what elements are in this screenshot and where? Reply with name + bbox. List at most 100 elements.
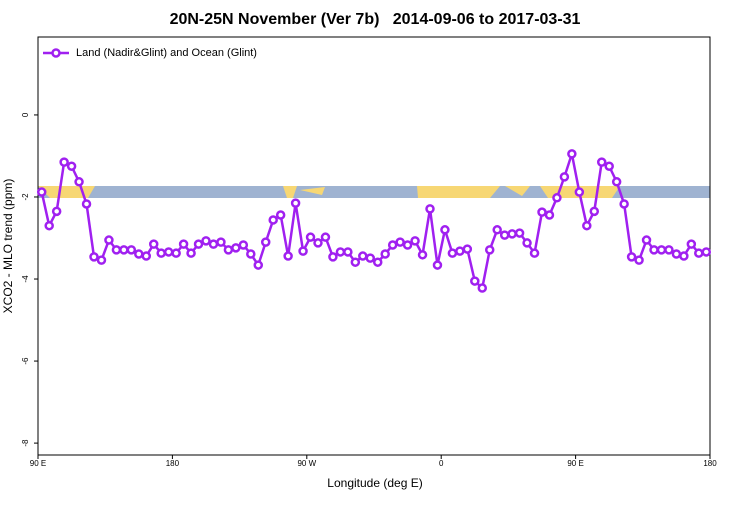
data-point	[514, 228, 525, 238]
data-point	[701, 247, 712, 257]
data-point	[440, 225, 450, 235]
data-point	[380, 249, 390, 259]
data-point	[260, 237, 271, 247]
data-point	[477, 283, 488, 293]
data-point	[619, 199, 629, 209]
data-point	[649, 245, 659, 255]
data-point	[74, 177, 84, 187]
data-point	[208, 239, 219, 249]
data-point	[66, 161, 77, 171]
data-point	[559, 172, 570, 182]
data-point	[537, 207, 547, 217]
data-point	[328, 252, 338, 262]
data-point	[455, 246, 465, 256]
data-point	[231, 243, 241, 253]
plot-frame	[37, 36, 711, 456]
data-point	[567, 149, 577, 159]
data-point	[574, 187, 585, 197]
data-point	[186, 248, 196, 258]
data-point	[171, 248, 181, 258]
data-point	[664, 245, 674, 255]
y-tick-label: -8	[21, 439, 30, 447]
data-point	[216, 237, 226, 247]
data-point	[253, 260, 264, 270]
data-point	[246, 249, 256, 259]
data-point	[656, 245, 667, 255]
data-point	[350, 257, 361, 267]
data-point	[694, 248, 704, 258]
data-point	[410, 236, 420, 246]
y-tick-label: 0	[21, 112, 30, 117]
map-strip	[38, 186, 710, 198]
data-point	[432, 260, 443, 270]
data-point	[626, 252, 637, 262]
data-point	[96, 255, 107, 265]
data-point	[36, 187, 47, 197]
data-point	[582, 220, 592, 231]
data-point	[589, 206, 600, 217]
data-point	[148, 239, 159, 249]
data-point	[484, 245, 495, 255]
data-point	[372, 257, 383, 267]
data-point	[425, 204, 435, 214]
data-point	[358, 251, 368, 261]
data-point	[81, 199, 92, 209]
data-point	[126, 245, 137, 255]
data-point	[104, 235, 114, 245]
data-point	[544, 210, 555, 220]
data-point	[529, 248, 540, 258]
data-point	[522, 238, 532, 248]
data-point	[611, 177, 622, 187]
data-point	[59, 157, 69, 167]
legend-label: Land (Nadir&Glint) and Ocean (Glint)	[76, 47, 257, 59]
y-tick-label: -4	[21, 275, 30, 283]
x-tick-label: 180	[703, 459, 717, 468]
legend-marker	[51, 48, 61, 58]
chart-title: 20N-25N November (Ver 7b) 2014-09-06 to …	[170, 11, 581, 28]
x-tick-label: 0	[439, 459, 444, 468]
data-point	[492, 225, 502, 235]
data-point	[290, 198, 301, 208]
x-tick-label: 90 W	[297, 459, 316, 468]
data-point	[634, 255, 644, 265]
data-point	[365, 253, 376, 263]
x-tick-label: 90 E	[567, 459, 583, 468]
data-point	[499, 230, 510, 240]
data-point	[320, 232, 331, 242]
data-point	[51, 206, 62, 217]
data-point	[335, 247, 346, 257]
data-point	[671, 249, 682, 259]
data-point	[111, 245, 122, 255]
data-point	[283, 251, 293, 261]
data-point	[141, 251, 152, 261]
data-point	[163, 247, 174, 257]
x-tick-label: 180	[166, 459, 180, 468]
x-axis-label: Longitude (deg E)	[327, 476, 422, 490]
y-tick-label: -2	[21, 193, 30, 201]
data-point	[44, 220, 54, 231]
data-point	[596, 157, 607, 167]
data-point	[462, 244, 473, 254]
data-point	[395, 237, 405, 247]
data-point	[604, 161, 614, 171]
data-point	[679, 251, 689, 261]
data-point	[156, 248, 166, 258]
data-point	[447, 248, 458, 258]
data-point	[134, 249, 144, 259]
data-point	[641, 235, 652, 245]
data-point	[417, 250, 428, 260]
data-point	[238, 240, 249, 250]
data-point	[470, 276, 480, 286]
data-point	[275, 210, 286, 220]
data-point	[201, 236, 211, 246]
data-point	[193, 239, 204, 249]
x-tick-label: 90 E	[30, 459, 46, 468]
series-line	[40, 148, 707, 291]
data-point	[298, 246, 308, 256]
data-point	[178, 239, 189, 249]
data-point	[686, 239, 697, 249]
y-tick-label: -6	[21, 357, 30, 365]
y-axis-label: XCO2 - MLO trend (ppm)	[1, 179, 15, 314]
data-point	[89, 252, 99, 262]
